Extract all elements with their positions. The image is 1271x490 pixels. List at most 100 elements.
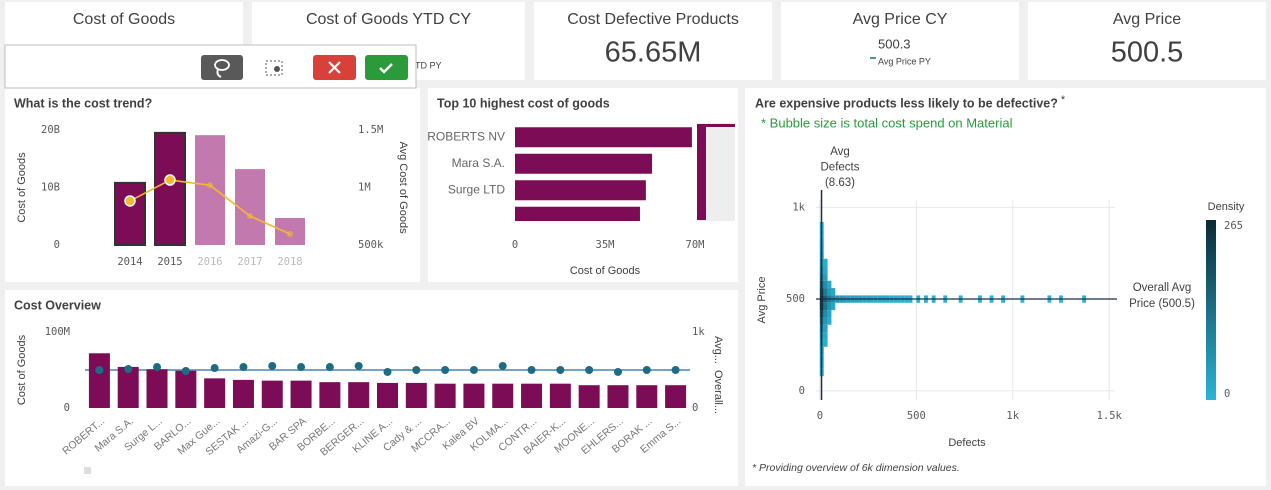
- lasso-icon: [216, 68, 222, 78]
- bar: [154, 131, 186, 246]
- point: [153, 363, 162, 372]
- point: [556, 366, 565, 374]
- kpi-tile: [534, 2, 772, 80]
- bar: [114, 181, 146, 246]
- chart-subtitle: * Bubble size is total cost spend on Mat…: [761, 115, 1013, 130]
- bar: [607, 385, 629, 408]
- bar: [463, 383, 485, 408]
- density-cell: [823, 280, 828, 289]
- x-tick-label: 2018: [277, 256, 302, 268]
- bar: [515, 206, 640, 221]
- bar: [515, 153, 653, 174]
- scrollbar[interactable]: [84, 467, 91, 474]
- y-tick-label: 500: [786, 293, 805, 305]
- select-button[interactable]: [265, 60, 283, 76]
- y-tick-label: ROBERTS NV: [427, 129, 505, 143]
- y2-axis-label: Avg Cost of Goods: [397, 141, 409, 234]
- kpi-title: Cost of Goods: [73, 11, 175, 28]
- bar: [636, 385, 658, 408]
- reference-label: (8.63): [825, 177, 855, 189]
- confirm-icon: [379, 63, 393, 74]
- lasso-icon: [214, 59, 230, 71]
- x-tick-label: 2017: [237, 256, 262, 268]
- point: [383, 367, 392, 376]
- y2-tick-label: 500k: [358, 239, 384, 251]
- kpi-tile: [781, 2, 1019, 80]
- point: [412, 366, 421, 374]
- density-cell: [831, 288, 836, 296]
- x-tick-label: 1k: [1006, 410, 1019, 422]
- legend-scale: [1206, 220, 1216, 400]
- reference-label: Defects: [821, 162, 860, 174]
- point: [239, 363, 248, 372]
- confirm-button[interactable]: [365, 55, 408, 80]
- point: [210, 364, 219, 373]
- x-tick-label: 500: [907, 410, 926, 422]
- bars: [515, 127, 692, 221]
- x-tick-label: 2015: [157, 256, 182, 268]
- bar: [434, 383, 456, 408]
- x-tick-label: 0: [817, 410, 823, 422]
- density-cell: [823, 339, 828, 347]
- bar: [290, 380, 312, 408]
- lasso-button[interactable]: [201, 55, 243, 80]
- chart-title: Cost Overview: [14, 298, 101, 312]
- panel: [745, 88, 1266, 486]
- point: [354, 361, 363, 370]
- point: [441, 366, 450, 374]
- cancel-icon: [328, 61, 341, 74]
- bar: [377, 382, 398, 408]
- footnote: * Providing overview of 6k dimension val…: [752, 462, 960, 474]
- bar: [175, 370, 197, 408]
- kpi-sub: Avg Price PY: [878, 56, 931, 66]
- x-tick-label: 1.5k: [1097, 410, 1123, 422]
- x-tick-label: 2014: [117, 256, 142, 268]
- y2-tick-label: 1M: [358, 182, 371, 194]
- bar: [492, 383, 514, 408]
- reference-label: Price (500.5): [1129, 298, 1195, 310]
- y-axis-label: Cost of Goods: [16, 334, 28, 405]
- kpi-sub: YTD PY: [409, 60, 442, 70]
- point: [287, 230, 293, 237]
- y2-tick-label: 0: [692, 402, 698, 414]
- y2-tick-label: 1.5M: [358, 124, 383, 136]
- legend-label: 0: [1224, 388, 1230, 400]
- y-axis-label: Avg Price: [756, 277, 768, 324]
- x-tick-label: 70M: [686, 239, 705, 251]
- bar: [195, 135, 225, 245]
- density-cell: [827, 310, 832, 318]
- bar: [665, 385, 687, 408]
- point: [124, 365, 133, 374]
- density-cell: [831, 302, 836, 311]
- bar: [88, 353, 110, 408]
- density-cell: [823, 332, 828, 340]
- y-tick-label: 0: [799, 385, 805, 397]
- y2-axis-label: Overall...: [712, 370, 724, 414]
- bar: [578, 385, 600, 408]
- y-tick-label: 0: [64, 402, 70, 414]
- point: [164, 174, 176, 186]
- bar: [319, 382, 341, 408]
- bar: [515, 180, 646, 201]
- y-tick-label: 10B: [41, 182, 60, 194]
- kpi-value: 500.3: [878, 36, 911, 51]
- point: [671, 366, 680, 374]
- bar: [117, 366, 139, 408]
- point: [268, 361, 277, 370]
- kpi-value: 500.5: [1111, 37, 1184, 69]
- kpi-title: Avg Price: [1113, 11, 1181, 28]
- y-tick-label: Mara S.A.: [452, 156, 505, 170]
- density-cell: [823, 273, 828, 281]
- bar: [204, 378, 226, 408]
- density-cell: [827, 302, 832, 311]
- kpi-title: Avg Price CY: [853, 11, 948, 28]
- kpis: Cost of Goods Cost of Goods YTD CY YTD PY C…: [5, 2, 1266, 80]
- bar: [232, 379, 254, 408]
- point: [613, 367, 622, 376]
- kpi-value: 65.65M: [605, 37, 702, 69]
- point: [124, 195, 136, 207]
- bar: [521, 383, 543, 408]
- bar: [348, 382, 370, 408]
- density-cell: [823, 324, 828, 333]
- kpi-title: Cost Defective Products: [567, 11, 739, 28]
